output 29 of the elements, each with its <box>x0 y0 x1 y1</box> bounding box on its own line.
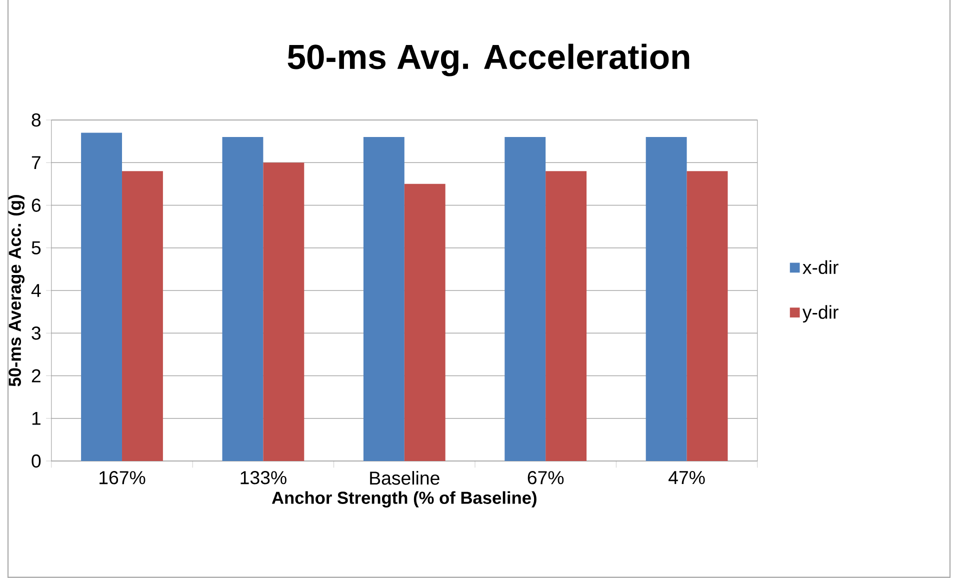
y-tick-label: 3 <box>32 326 41 340</box>
y-axis-title: 50-ms Average Acc. (g) <box>8 195 25 386</box>
x-tick-label: 167% <box>100 471 146 484</box>
y-tick-label: 2 <box>32 369 40 382</box>
bar <box>222 137 264 461</box>
bar <box>122 171 163 461</box>
bar <box>504 137 546 461</box>
y-tick-label: 1 <box>32 412 40 425</box>
bar <box>81 132 122 461</box>
bar <box>646 137 687 461</box>
legend-label: y-dir <box>802 305 838 323</box>
bar <box>363 137 404 461</box>
legend-label: x-dir <box>802 260 838 274</box>
y-tick-label: 8 <box>32 113 41 127</box>
x-tick-label: 47% <box>668 471 705 484</box>
y-tick-label: 7 <box>32 156 40 170</box>
chart-title: 50-ms Avg. Acceleration <box>288 44 690 76</box>
x-axis-title: Anchor Strength (% of Baseline) <box>272 491 536 508</box>
bar <box>686 171 728 461</box>
x-tick-label: 67% <box>528 471 564 484</box>
bar <box>404 184 446 461</box>
x-tick-label: 133% <box>240 471 286 484</box>
bar <box>263 162 304 461</box>
y-tick-label: 5 <box>32 241 41 254</box>
x-tick-label: Baseline <box>370 471 440 485</box>
bar <box>546 171 587 461</box>
y-tick-label: 6 <box>32 198 41 212</box>
y-tick-label: 0 <box>32 454 41 468</box>
y-tick-label: 4 <box>31 284 41 297</box>
